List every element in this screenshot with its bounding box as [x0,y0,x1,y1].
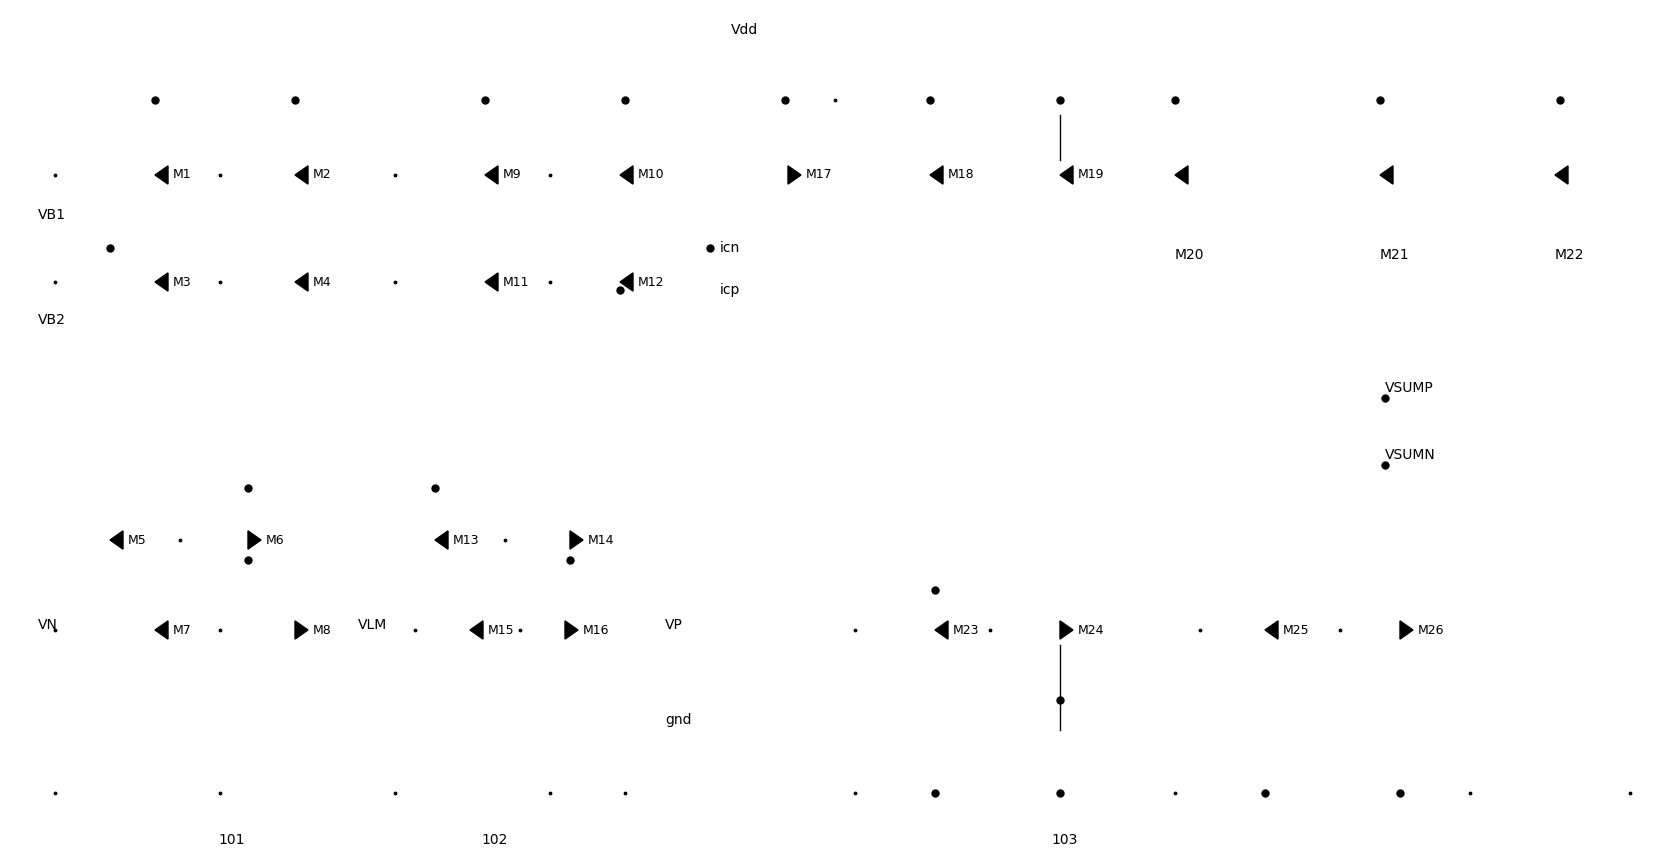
Polygon shape [295,272,309,292]
Polygon shape [931,166,942,184]
Polygon shape [570,531,584,549]
Text: M24: M24 [1078,624,1104,637]
Text: M16: M16 [584,624,609,637]
Text: M4: M4 [314,275,332,289]
Text: Vdd: Vdd [731,23,759,37]
Text: M18: M18 [947,169,974,182]
Polygon shape [249,531,260,549]
Text: M6: M6 [265,534,285,547]
Text: M17: M17 [806,169,832,182]
Polygon shape [295,621,309,639]
Text: M3: M3 [173,275,192,289]
Text: M20: M20 [1174,248,1204,262]
Text: VP: VP [666,618,682,632]
Polygon shape [485,166,499,184]
Polygon shape [295,166,309,184]
Text: M5: M5 [128,534,147,547]
Text: 102: 102 [482,833,509,847]
Text: M1: M1 [173,169,192,182]
Text: M19: M19 [1078,169,1104,182]
Text: icn: icn [721,241,741,255]
Text: M12: M12 [637,275,664,289]
Text: 103: 103 [1053,833,1078,847]
Text: M9: M9 [504,169,522,182]
Polygon shape [1059,166,1073,184]
Polygon shape [787,166,801,184]
Text: M10: M10 [637,169,664,182]
Text: VB2: VB2 [38,313,65,327]
Polygon shape [470,621,484,639]
Text: M22: M22 [1555,248,1585,262]
Text: M14: M14 [589,534,614,547]
Polygon shape [620,272,632,292]
Polygon shape [620,166,632,184]
Polygon shape [1174,166,1188,184]
Polygon shape [1059,621,1073,639]
Text: M2: M2 [314,169,332,182]
Text: M25: M25 [1283,624,1309,637]
Text: M23: M23 [952,624,979,637]
Text: VB1: VB1 [38,208,67,222]
Polygon shape [1555,166,1568,184]
Text: icp: icp [721,283,741,297]
Polygon shape [1264,621,1278,639]
Text: M15: M15 [489,624,515,637]
Text: M7: M7 [173,624,192,637]
Polygon shape [155,621,168,639]
Text: M11: M11 [504,275,529,289]
Polygon shape [485,272,499,292]
Text: M13: M13 [454,534,479,547]
Text: M21: M21 [1379,248,1409,262]
Polygon shape [1399,621,1413,639]
Polygon shape [435,531,449,549]
Polygon shape [1379,166,1393,184]
Text: VSUMP: VSUMP [1384,381,1434,395]
Text: M8: M8 [314,624,332,637]
Polygon shape [110,531,123,549]
Polygon shape [565,621,579,639]
Polygon shape [155,272,168,292]
Text: VN: VN [38,618,58,632]
Polygon shape [936,621,947,639]
Text: M26: M26 [1418,624,1444,637]
Text: gnd: gnd [666,713,692,727]
Polygon shape [155,166,168,184]
Text: VSUMN: VSUMN [1384,448,1436,462]
Text: 101: 101 [219,833,245,847]
Text: VLM: VLM [359,618,387,632]
